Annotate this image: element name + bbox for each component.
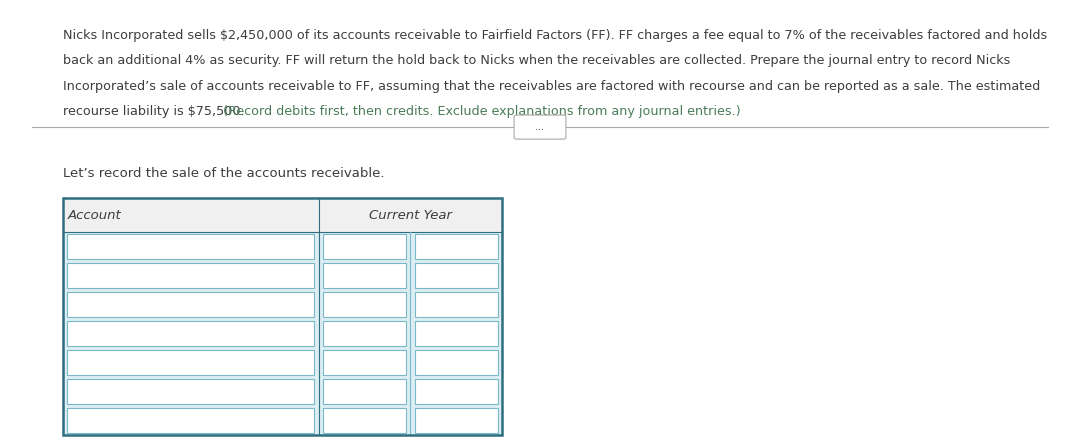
Text: ...: ... xyxy=(536,122,544,132)
Text: Nicks Incorporated sells $2,450,000 of its accounts receivable to Fairfield Fact: Nicks Incorporated sells $2,450,000 of i… xyxy=(63,29,1047,42)
Bar xyxy=(63,198,502,435)
Bar xyxy=(415,350,498,375)
Bar xyxy=(67,379,314,404)
Text: Current Year: Current Year xyxy=(369,209,451,222)
FancyBboxPatch shape xyxy=(514,115,566,139)
Bar xyxy=(323,292,406,317)
Bar xyxy=(63,198,502,435)
Bar xyxy=(323,263,406,288)
Text: Let’s record the sale of the accounts receivable.: Let’s record the sale of the accounts re… xyxy=(63,167,384,180)
Bar xyxy=(415,408,498,433)
Bar xyxy=(323,408,406,433)
Bar xyxy=(323,350,406,375)
Text: Incorporated’s sale of accounts receivable to FF, assuming that the receivables : Incorporated’s sale of accounts receivab… xyxy=(63,80,1040,93)
Text: (Record debits first, then credits. Exclude explanations from any journal entrie: (Record debits first, then credits. Excl… xyxy=(222,105,740,118)
Bar xyxy=(67,263,314,288)
Bar xyxy=(63,198,502,232)
Bar xyxy=(67,321,314,346)
Bar xyxy=(67,350,314,375)
Bar xyxy=(323,379,406,404)
Text: back an additional 4% as security. FF will return the hold back to Nicks when th: back an additional 4% as security. FF wi… xyxy=(63,54,1010,67)
Bar xyxy=(323,321,406,346)
Text: Account: Account xyxy=(68,209,122,222)
Bar xyxy=(323,234,406,259)
Bar xyxy=(67,292,314,317)
Bar xyxy=(67,234,314,259)
Bar xyxy=(415,263,498,288)
Bar xyxy=(415,292,498,317)
Bar xyxy=(415,321,498,346)
Text: recourse liability is $75,500.: recourse liability is $75,500. xyxy=(63,105,248,118)
Bar xyxy=(67,408,314,433)
Bar xyxy=(415,234,498,259)
Bar xyxy=(415,379,498,404)
